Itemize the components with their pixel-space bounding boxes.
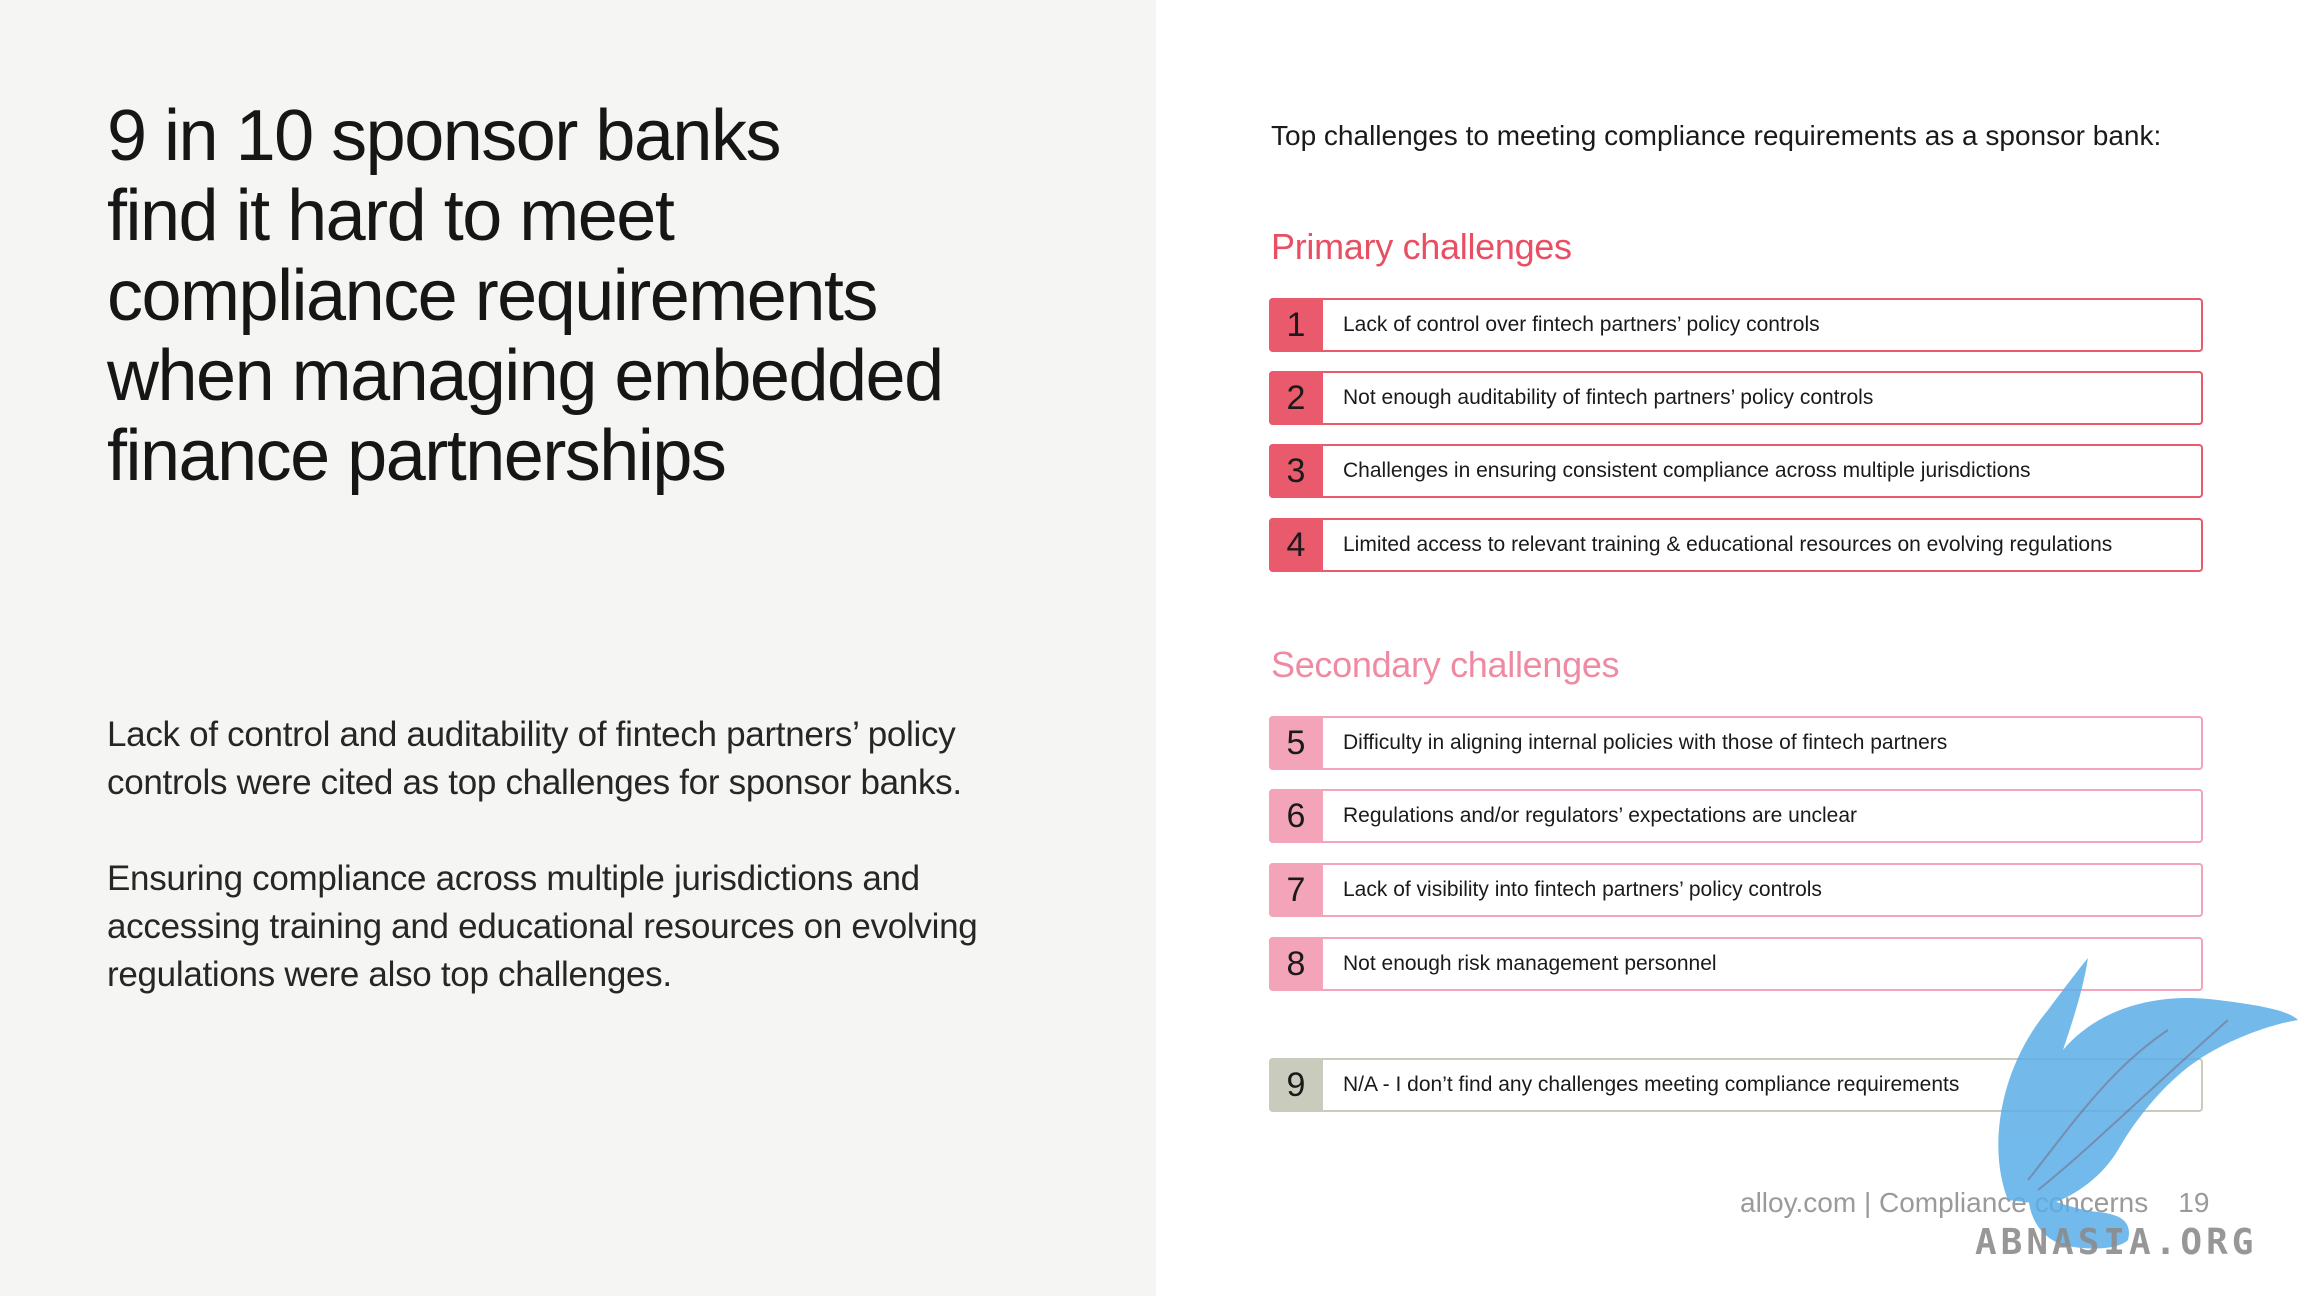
paragraph-line: controls were cited as top challenges fo… — [107, 763, 962, 802]
challenge-label: N/A - I don’t find any challenges meetin… — [1343, 1073, 1960, 1096]
challenge-number: 7 — [1269, 863, 1323, 917]
challenge-label: Lack of control over fintech partners’ p… — [1343, 313, 1820, 336]
paragraph-line: Ensuring compliance across multiple juri… — [107, 859, 920, 898]
headline-line: when managing embedded — [107, 336, 944, 416]
challenge-label: Not enough auditability of fintech partn… — [1343, 386, 1874, 409]
challenge-label: Difficulty in aligning internal policies… — [1343, 731, 1948, 754]
challenge-number: 9 — [1269, 1058, 1323, 1112]
challenge-label: Lack of visibility into fintech partners… — [1343, 878, 1822, 901]
challenge-label: Challenges in ensuring consistent compli… — [1343, 459, 2031, 482]
watermark-bird-icon — [1998, 958, 2298, 1249]
challenges-title: Top challenges to meeting compliance req… — [1271, 120, 2162, 151]
challenge-item-6: 6 Regulations and/or regulators’ expecta… — [1269, 789, 2203, 843]
challenge-number: 3 — [1269, 444, 1323, 498]
paragraph-line: accessing training and educational resou… — [107, 907, 978, 946]
challenge-item-2: 2 Not enough auditability of fintech par… — [1269, 371, 2203, 425]
page-number: 19 — [2178, 1187, 2210, 1218]
challenge-number: 8 — [1269, 937, 1323, 991]
challenge-number: 5 — [1269, 716, 1323, 770]
headline-line: compliance requirements — [107, 256, 878, 336]
challenge-number: 2 — [1269, 371, 1323, 425]
challenge-number: 4 — [1269, 518, 1323, 572]
secondary-challenges-heading: Secondary challenges — [1271, 644, 1620, 685]
headline-line: find it hard to meet — [107, 176, 675, 256]
challenge-item-5: 5 Difficulty in aligning internal polici… — [1269, 716, 2203, 770]
primary-challenges-heading: Primary challenges — [1271, 226, 1572, 267]
watermark-text: ABNASIA.ORG — [1975, 1222, 2258, 1263]
headline-line: 9 in 10 sponsor banks — [107, 96, 781, 176]
challenge-item-1: 1 Lack of control over fintech partners’… — [1269, 298, 2203, 352]
summary-paragraph-1: Lack of control and auditability of fint… — [107, 711, 1007, 807]
challenge-item-4: 4 Limited access to relevant training & … — [1269, 518, 2203, 572]
challenge-label: Limited access to relevant training & ed… — [1343, 533, 2113, 556]
challenge-item-8: 8 Not enough risk management personnel — [1269, 937, 2203, 991]
challenge-label: Not enough risk management personnel — [1343, 952, 1717, 975]
summary-paragraph-2: Ensuring compliance across multiple juri… — [107, 855, 1007, 999]
left-panel: 9 in 10 sponsor banks find it hard to me… — [0, 0, 1156, 1296]
challenge-item-7: 7 Lack of visibility into fintech partne… — [1269, 863, 2203, 917]
paragraph-line: regulations were also top challenges. — [107, 955, 672, 994]
challenge-number: 6 — [1269, 789, 1323, 843]
headline-line: finance partnerships — [107, 416, 727, 496]
headline: 9 in 10 sponsor banks find it hard to me… — [107, 96, 1067, 496]
challenge-item-3: 3 Challenges in ensuring consistent comp… — [1269, 444, 2203, 498]
paragraph-line: Lack of control and auditability of fint… — [107, 715, 956, 754]
challenge-number: 1 — [1269, 298, 1323, 352]
challenge-label: Regulations and/or regulators’ expectati… — [1343, 804, 1858, 827]
